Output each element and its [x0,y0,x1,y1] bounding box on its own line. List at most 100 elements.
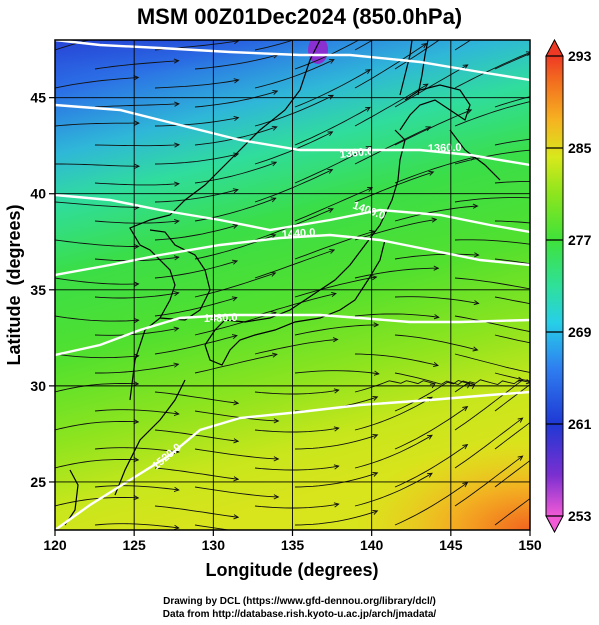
y-tick-label: 40 [30,186,46,202]
streamline [454,417,523,469]
colorbar-max-arrow [545,38,564,57]
streamline-arrow [460,22,465,26]
streamline-arrow [232,259,239,265]
streamline-arrow [372,471,379,477]
streamline [254,249,335,279]
streamline-arrow [173,58,180,64]
streamline [294,276,377,298]
streamline [55,459,139,469]
streamline [254,40,295,51]
streamline [154,297,237,317]
temperature-field [55,22,579,537]
streamline [94,447,179,453]
streamline-arrow [373,370,380,376]
height-contours [55,40,530,530]
streamline [394,482,468,526]
streamline-arrow [333,464,340,470]
contour-label: 1480.0 [204,312,238,325]
streamline-arrow [327,131,334,137]
streamline-arrow [431,217,438,223]
x-tick-label: 130 [202,537,226,553]
streamline [454,51,530,89]
streamline-arrow [333,426,340,432]
x-tick-label: 145 [439,537,463,553]
streamline-arrow [232,188,239,194]
streamline [154,189,239,203]
x-tick-label: 140 [360,537,384,553]
streamline-arrow [173,486,180,493]
streamline-arrow [372,433,379,439]
streamline-arrow [534,196,539,200]
streamline [354,83,429,127]
streamline [394,444,468,488]
streamline-arrow [132,29,137,33]
streamline [454,277,530,290]
streamline [494,258,530,265]
streamline-arrow [232,223,239,229]
streamline-arrow [473,252,480,258]
streamline [294,107,371,146]
streamline [194,90,278,108]
streamline [154,117,239,127]
y-axis-label: Latitude (degrees) [4,204,24,365]
streamline [394,372,475,385]
streamline [494,96,530,108]
y-tick-label: 25 [30,474,46,490]
streamline [494,372,530,382]
streamline [154,429,239,442]
streamline [55,315,139,322]
streamline-arrow [517,417,524,423]
streamline [294,434,378,450]
streamline [94,485,179,491]
streamline [294,510,378,526]
streamline [254,389,339,395]
streamline [454,197,530,203]
streamline [55,77,139,89]
y-tick-label: 35 [30,282,46,298]
streamline [55,40,91,51]
streamline [454,101,530,127]
streamline-arrow [328,59,335,64]
streamline-arrow [329,248,336,254]
streamline-arrow [533,148,538,152]
streamline [154,153,239,165]
streamline-arrow [421,43,428,49]
y-tick-label: 45 [30,90,46,106]
streamline [55,122,139,127]
streamline [55,421,139,431]
streamline [154,260,238,279]
streamline [494,53,530,70]
x-tick-label: 125 [122,537,146,553]
streamline [254,427,339,433]
streamline-arrow [372,509,379,515]
streamline [154,391,239,404]
streamline-arrow [574,268,579,272]
streamline [454,353,530,373]
streamline [294,230,375,260]
streamline [55,201,139,208]
streamline [254,503,339,509]
streamline-arrow [433,314,440,320]
streamline [354,218,437,241]
y-axis-ticks: 25 30 35 40 45 [30,90,55,490]
streamline-arrow [532,330,537,334]
streamline [194,353,277,374]
streamline-arrow [563,380,568,384]
streamline [494,138,530,146]
streamline-arrow [134,163,141,169]
streamline-arrow [233,476,240,482]
streamline-arrow [433,361,440,367]
streamline [454,149,530,165]
streamline [95,363,179,374]
streamline-arrow [173,255,180,261]
streamline-arrow [462,443,469,450]
contour-label: 1360.0 [339,146,374,161]
streamline-arrow [274,533,279,537]
streamline [354,434,433,469]
streamline-arrow [572,86,577,90]
streamline-arrow [273,456,280,462]
contour-label: 1360.0 [428,142,462,155]
streamline [354,313,439,318]
streamline-arrow [472,203,479,209]
streamline [154,335,238,355]
